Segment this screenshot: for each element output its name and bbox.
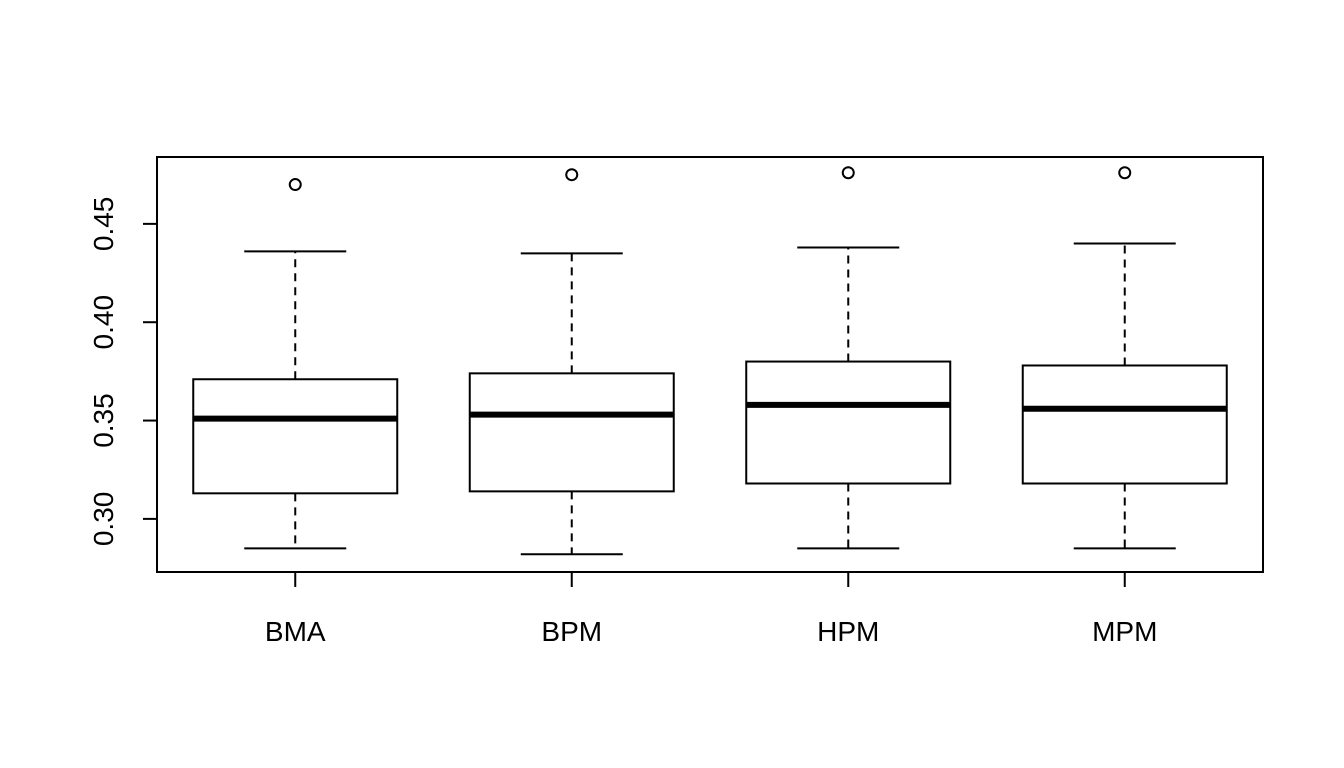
y-tick-label: 0.30: [88, 492, 119, 547]
box-series: [192, 166, 1228, 556]
y-tick-label: 0.35: [88, 393, 119, 448]
outlier-point: [1118, 166, 1132, 180]
outlier-point: [288, 178, 302, 192]
x-tick-label: BMA: [265, 616, 326, 647]
box-bma: [192, 178, 399, 550]
x-axis: BMA BPM HPM MPM: [265, 572, 1157, 647]
iqr-box: [468, 372, 675, 493]
y-axis: 0.30 0.35 0.40 0.45: [88, 197, 157, 547]
x-tick-label: HPM: [817, 616, 879, 647]
box-mpm: [1021, 166, 1228, 550]
y-tick-label: 0.40: [88, 295, 119, 350]
y-tick-label: 0.45: [88, 197, 119, 252]
plot-frame: [156, 156, 1264, 573]
outlier-point: [841, 166, 855, 180]
box-hpm: [745, 166, 952, 550]
box-bpm: [468, 168, 675, 556]
iqr-box: [1021, 364, 1228, 485]
outlier-point: [565, 168, 579, 182]
x-tick-label: MPM: [1092, 616, 1157, 647]
iqr-box: [745, 360, 952, 485]
x-tick-label: BPM: [541, 616, 602, 647]
iqr-box: [192, 378, 399, 495]
